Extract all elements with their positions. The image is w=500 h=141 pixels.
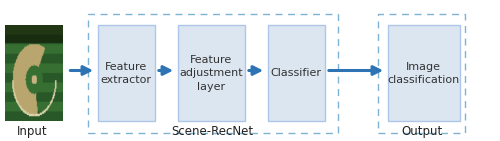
Text: Scene-RecNet: Scene-RecNet bbox=[172, 125, 254, 138]
Text: Output: Output bbox=[401, 125, 442, 138]
Text: Feature
adjustment
layer: Feature adjustment layer bbox=[180, 55, 243, 92]
Text: Input: Input bbox=[17, 125, 48, 138]
FancyBboxPatch shape bbox=[98, 25, 155, 121]
Text: Image
classification: Image classification bbox=[388, 62, 460, 85]
FancyBboxPatch shape bbox=[268, 25, 325, 121]
Text: Classifier: Classifier bbox=[271, 68, 322, 78]
Text: Feature
extractor: Feature extractor bbox=[101, 62, 152, 85]
FancyBboxPatch shape bbox=[178, 25, 245, 121]
FancyBboxPatch shape bbox=[388, 25, 460, 121]
